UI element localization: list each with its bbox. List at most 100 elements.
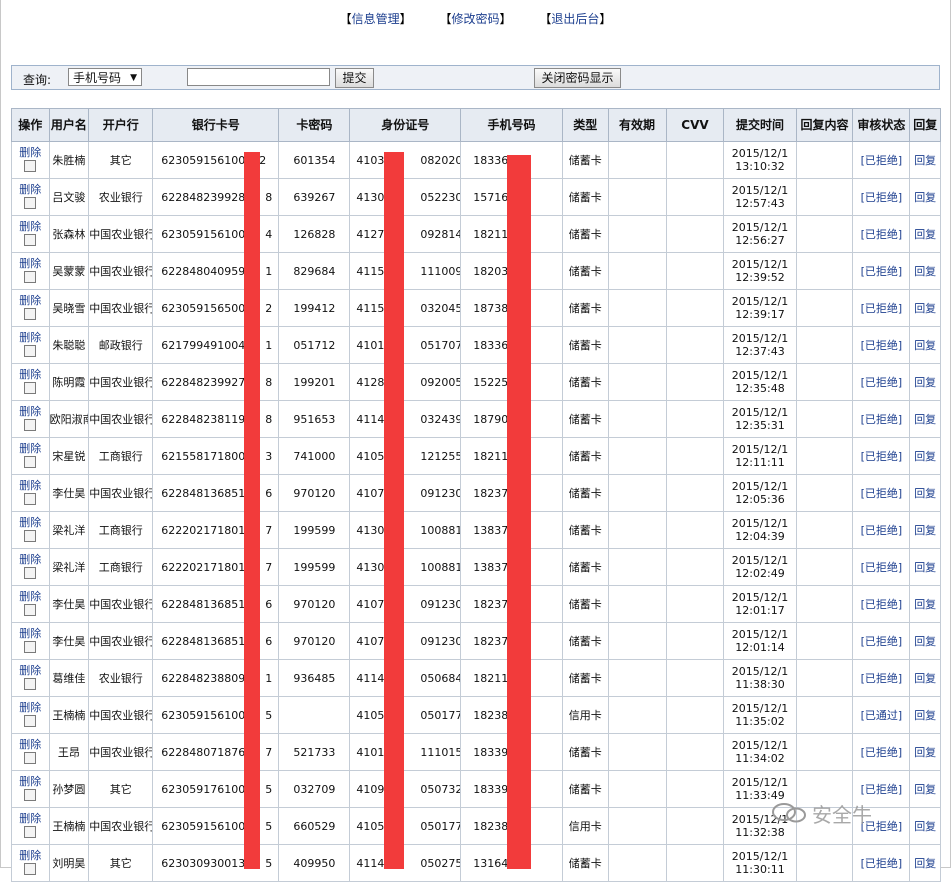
row-checkbox[interactable] bbox=[24, 677, 37, 690]
review-status-cell[interactable]: [已拒绝] bbox=[852, 326, 911, 364]
delete-link[interactable]: 删除 bbox=[19, 293, 42, 307]
delete-link[interactable]: 删除 bbox=[19, 848, 42, 862]
query-input[interactable] bbox=[187, 68, 330, 86]
review-status-cell[interactable]: [已拒绝] bbox=[852, 400, 911, 438]
delete-link[interactable]: 删除 bbox=[19, 367, 42, 381]
reply-link[interactable]: 回复 bbox=[909, 622, 941, 660]
delete-link[interactable]: 删除 bbox=[19, 515, 42, 529]
row-checkbox[interactable] bbox=[24, 492, 37, 505]
review-status-cell[interactable]: [已拒绝] bbox=[852, 844, 911, 882]
row-checkbox[interactable] bbox=[24, 640, 37, 653]
review-status-cell[interactable]: [已拒绝] bbox=[852, 474, 911, 512]
review-status-cell[interactable]: [已拒绝] bbox=[852, 548, 911, 586]
card-password-cell: 521733 bbox=[278, 733, 351, 771]
delete-link[interactable]: 删除 bbox=[19, 404, 42, 418]
submit-button[interactable]: 提交 bbox=[335, 68, 374, 88]
delete-link[interactable]: 删除 bbox=[19, 737, 42, 751]
delete-link[interactable]: 删除 bbox=[19, 663, 42, 677]
query-field-select[interactable]: 手机号码 ▼ bbox=[68, 68, 142, 86]
card-number-prefix: 62179949100424 bbox=[161, 338, 260, 352]
row-checkbox[interactable] bbox=[24, 159, 37, 172]
review-status-cell[interactable]: [已拒绝] bbox=[852, 585, 911, 623]
row-checkbox[interactable] bbox=[24, 529, 37, 542]
row-checkbox[interactable] bbox=[24, 307, 37, 320]
reply-link[interactable]: 回复 bbox=[909, 400, 941, 438]
table-row: 删除 吴蒙蒙 中国农业银行 62284804095975 1 829684 411521 11… bbox=[11, 252, 941, 290]
review-status-cell[interactable]: [已拒绝] bbox=[852, 178, 911, 216]
hide-password-button[interactable]: 关闭密码显示 bbox=[534, 68, 621, 88]
delete-link[interactable]: 删除 bbox=[19, 330, 42, 344]
op-cell: 删除 bbox=[11, 807, 50, 845]
review-status-cell[interactable]: [已拒绝] bbox=[852, 141, 911, 179]
card-password-cell bbox=[278, 696, 351, 734]
delete-link[interactable]: 删除 bbox=[19, 552, 42, 566]
reply-link[interactable]: 回复 bbox=[909, 289, 941, 327]
delete-link[interactable]: 删除 bbox=[19, 626, 42, 640]
reply-link[interactable]: 回复 bbox=[909, 807, 941, 845]
row-checkbox[interactable] bbox=[24, 381, 37, 394]
review-status-cell[interactable]: [已拒绝] bbox=[852, 289, 911, 327]
review-status-cell[interactable]: [已拒绝] bbox=[852, 363, 911, 401]
delete-link[interactable]: 删除 bbox=[19, 441, 42, 455]
reply-link[interactable]: 回复 bbox=[909, 437, 941, 475]
delete-link[interactable]: 删除 bbox=[19, 811, 42, 825]
review-status-cell[interactable]: [已拒绝] bbox=[852, 437, 911, 475]
row-checkbox[interactable] bbox=[24, 751, 37, 764]
nav-logout[interactable]: 退出后台 bbox=[539, 12, 611, 26]
review-status-cell[interactable]: [已拒绝] bbox=[852, 659, 911, 697]
delete-link[interactable]: 删除 bbox=[19, 145, 42, 159]
reply-link[interactable]: 回复 bbox=[909, 548, 941, 586]
username-cell: 刘明昊 bbox=[48, 844, 90, 882]
delete-link[interactable]: 删除 bbox=[19, 219, 42, 233]
op-cell: 删除 bbox=[11, 363, 50, 401]
reply-link[interactable]: 回复 bbox=[909, 770, 941, 808]
review-status-cell[interactable]: [已拒绝] bbox=[852, 807, 911, 845]
delete-link[interactable]: 删除 bbox=[19, 182, 42, 196]
review-status-cell[interactable]: [已拒绝] bbox=[852, 770, 911, 808]
delete-link[interactable]: 删除 bbox=[19, 774, 42, 788]
reply-link[interactable]: 回复 bbox=[909, 511, 941, 549]
type-cell: 储蓄卡 bbox=[561, 252, 609, 290]
review-status-cell[interactable]: [已拒绝] bbox=[852, 215, 911, 253]
reply-link[interactable]: 回复 bbox=[909, 326, 941, 364]
reply-link[interactable]: 回复 bbox=[909, 696, 941, 734]
row-checkbox[interactable] bbox=[24, 566, 37, 579]
reply-link[interactable]: 回复 bbox=[909, 474, 941, 512]
row-checkbox[interactable] bbox=[24, 344, 37, 357]
row-checkbox[interactable] bbox=[24, 196, 37, 209]
reply-link[interactable]: 回复 bbox=[909, 585, 941, 623]
delete-link[interactable]: 删除 bbox=[19, 589, 42, 603]
nav-change-password[interactable]: 修改密码 bbox=[439, 12, 511, 26]
row-checkbox[interactable] bbox=[24, 455, 37, 468]
delete-link[interactable]: 删除 bbox=[19, 700, 42, 714]
reply-link[interactable]: 回复 bbox=[909, 141, 941, 179]
row-checkbox[interactable] bbox=[24, 788, 37, 801]
nav-info-management[interactable]: 信息管理 bbox=[340, 12, 412, 26]
review-status-cell[interactable]: [已拒绝] bbox=[852, 252, 911, 290]
card-password-cell: 032709 bbox=[278, 770, 351, 808]
reply-link[interactable]: 回复 bbox=[909, 733, 941, 771]
review-status-cell[interactable]: [已通过] bbox=[852, 696, 911, 734]
review-status-cell[interactable]: [已拒绝] bbox=[852, 733, 911, 771]
reply-link[interactable]: 回复 bbox=[909, 252, 941, 290]
review-status-cell[interactable]: [已拒绝] bbox=[852, 511, 911, 549]
reply-link[interactable]: 回复 bbox=[909, 659, 941, 697]
row-checkbox[interactable] bbox=[24, 233, 37, 246]
submit-clock: 12:11:11 bbox=[735, 456, 785, 469]
reply-link[interactable]: 回复 bbox=[909, 844, 941, 882]
reply-link[interactable]: 回复 bbox=[909, 178, 941, 216]
review-status-cell[interactable]: [已拒绝] bbox=[852, 622, 911, 660]
row-checkbox[interactable] bbox=[24, 418, 37, 431]
reply-link[interactable]: 回复 bbox=[909, 363, 941, 401]
bank-cell: 工商银行 bbox=[88, 437, 154, 475]
reply-link[interactable]: 回复 bbox=[909, 215, 941, 253]
row-checkbox[interactable] bbox=[24, 825, 37, 838]
row-checkbox[interactable] bbox=[24, 714, 37, 727]
delete-link[interactable]: 删除 bbox=[19, 256, 42, 270]
row-checkbox[interactable] bbox=[24, 603, 37, 616]
delete-link[interactable]: 删除 bbox=[19, 478, 42, 492]
submit-clock: 12:01:17 bbox=[735, 604, 785, 617]
row-checkbox[interactable] bbox=[24, 270, 37, 283]
op-cell: 删除 bbox=[11, 622, 50, 660]
id-number-suffix: 0820202x bbox=[420, 153, 459, 167]
